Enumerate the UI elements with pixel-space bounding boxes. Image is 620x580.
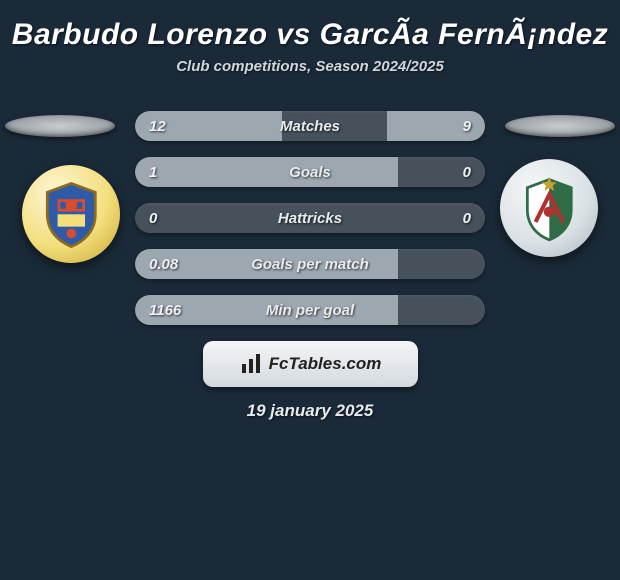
club-crest-right <box>500 159 598 257</box>
comparison-panel: 12 Matches 9 1 Goals 0 0 Hattricks 0 0.0… <box>0 93 620 421</box>
branding-text: FcTables.com <box>269 354 382 374</box>
shield-icon <box>37 180 106 249</box>
stat-label: Hattricks <box>205 210 415 227</box>
club-crest-left <box>22 165 120 263</box>
stat-value-left: 1166 <box>135 302 205 319</box>
branding-badge: FcTables.com <box>203 341 418 387</box>
page-title: Barbudo Lorenzo vs GarcÃ­a FernÃ¡ndez <box>0 0 620 58</box>
player-disc-right <box>505 115 615 137</box>
stat-value-left: 0 <box>135 210 205 227</box>
bar-chart-icon <box>239 352 263 376</box>
stat-value-left: 12 <box>135 118 205 135</box>
stat-value-right: 0 <box>415 210 485 227</box>
stat-label: Goals <box>205 164 415 181</box>
stat-value-left: 0.08 <box>135 256 205 273</box>
stat-bar: 12 Matches 9 <box>135 111 485 141</box>
stat-label: Min per goal <box>205 302 415 319</box>
stat-bar: 0.08 Goals per match <box>135 249 485 279</box>
date-label: 19 january 2025 <box>0 401 620 421</box>
stat-label: Matches <box>205 118 415 135</box>
stat-value-right: 9 <box>415 118 485 135</box>
stats-bars: 12 Matches 9 1 Goals 0 0 Hattricks 0 0.0… <box>135 93 485 325</box>
stat-bar: 0 Hattricks 0 <box>135 203 485 233</box>
player-disc-left <box>5 115 115 137</box>
stat-value-right: 0 <box>415 164 485 181</box>
stat-value-left: 1 <box>135 164 205 181</box>
stat-bar: 1 Goals 0 <box>135 157 485 187</box>
page-subtitle: Club competitions, Season 2024/2025 <box>0 58 620 75</box>
stat-bar: 1166 Min per goal <box>135 295 485 325</box>
stat-label: Goals per match <box>205 256 415 273</box>
shield-icon <box>515 174 584 243</box>
